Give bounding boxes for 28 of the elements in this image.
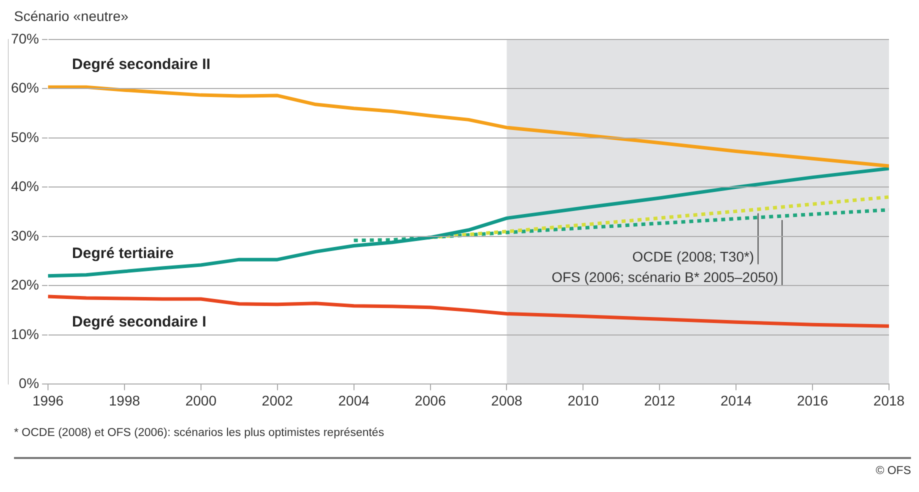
y-tick-label: 30% — [10, 227, 40, 244]
y-tick-label: 50% — [10, 128, 40, 145]
y-tick-label: 40% — [10, 178, 40, 194]
y-tick-label: 10% — [10, 326, 40, 342]
x-tick-label: 1998 — [108, 392, 140, 408]
y-tick-label: 20% — [10, 276, 40, 293]
series-label: Degré secondaire II — [72, 56, 210, 74]
x-tick-label: 1996 — [32, 392, 64, 408]
series-label: Degré tertiaire — [72, 244, 174, 262]
series-label: Degré secondaire I — [72, 314, 206, 331]
x-tick-label: 2014 — [720, 392, 752, 408]
y-tick-label: 60% — [10, 80, 40, 96]
x-tick-label: 2010 — [568, 392, 599, 408]
x-tick-label: 2002 — [262, 392, 294, 408]
x-tick-label: 2012 — [644, 392, 676, 408]
x-tick-label: 2008 — [491, 392, 523, 408]
text: OFS (2006; scénario B* 2005–2050) — [552, 269, 778, 286]
text: * OCDE (2008) et OFS (2006): scénarios les plus optimistes représentés — [13, 427, 386, 439]
text: © OFS — [874, 465, 911, 477]
chart-title: Scénario «neutre» — [13, 8, 130, 26]
x-tick-label: 2000 — [185, 392, 217, 408]
x-tick-label: 2006 — [414, 392, 446, 408]
y-tick-label: 0% — [18, 375, 40, 392]
x-tick-label: 2016 — [796, 392, 828, 408]
x-tick-label: 2004 — [338, 392, 370, 408]
y-tick-label: 70% — [10, 30, 40, 46]
series-label: OCDE (2008; T30*) — [632, 248, 754, 264]
x-tick-label: 2018 — [873, 392, 905, 408]
